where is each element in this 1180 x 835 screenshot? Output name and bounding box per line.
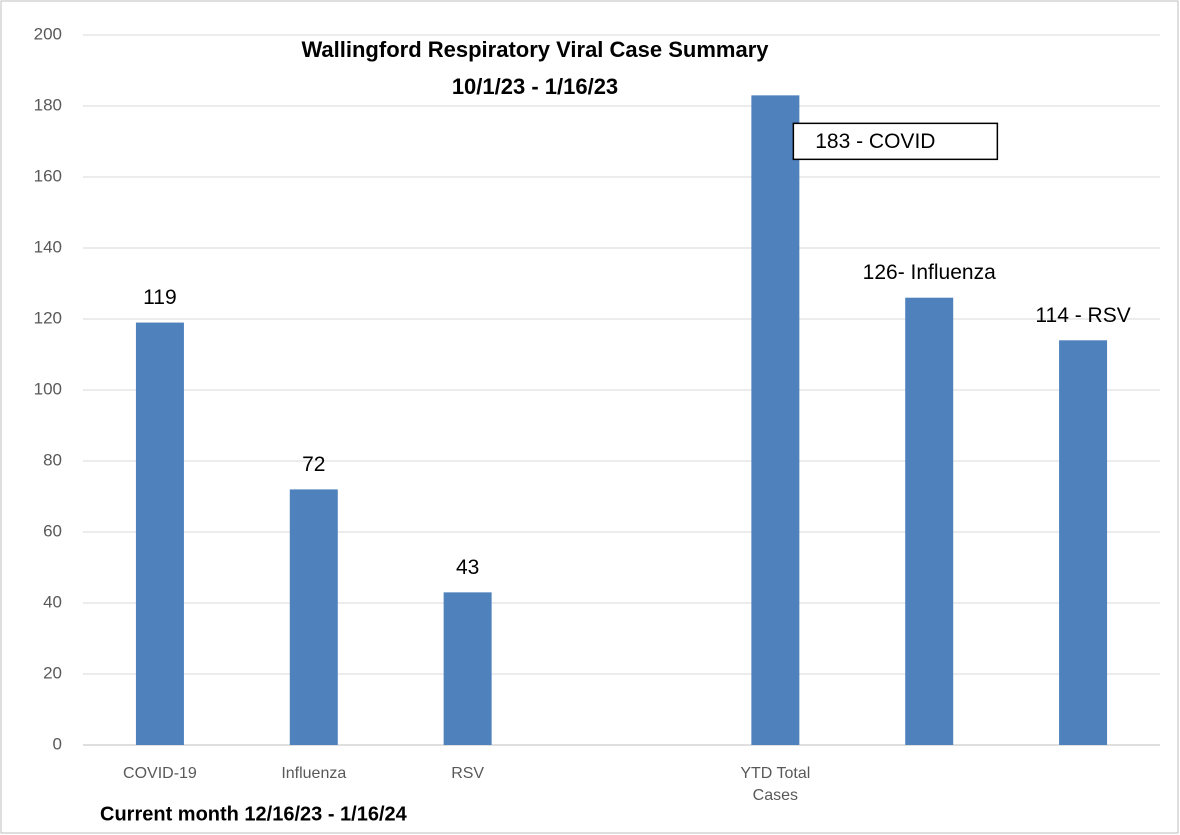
y-tick-label: 200 bbox=[34, 24, 62, 43]
y-tick-label: 80 bbox=[43, 450, 62, 469]
y-tick-label: 180 bbox=[34, 95, 62, 114]
chart-subtitle: 10/1/23 - 1/16/23 bbox=[452, 74, 618, 99]
chart-title: Wallingford Respiratory Viral Case Summa… bbox=[301, 37, 769, 62]
x-tick-label: YTD Total Cases bbox=[740, 765, 811, 804]
y-tick-label: 100 bbox=[34, 379, 62, 398]
y-tick-label: 40 bbox=[43, 592, 62, 611]
y-tick-label: 140 bbox=[34, 237, 62, 256]
x-tick-label: Influenza bbox=[281, 765, 347, 782]
y-tick-label: 160 bbox=[34, 166, 62, 185]
data-label: 114 - RSV bbox=[1035, 304, 1130, 327]
bar bbox=[289, 489, 338, 745]
x-tick-label: RSV bbox=[451, 765, 485, 782]
annotation: Current month 12/16/23 - 1/16/24 bbox=[100, 803, 408, 825]
data-label: 126- Influenza bbox=[863, 261, 996, 284]
y-tick-label: 60 bbox=[43, 521, 62, 540]
bar bbox=[135, 322, 184, 745]
data-label: 72 bbox=[302, 453, 325, 476]
y-tick-label: 120 bbox=[34, 308, 62, 327]
bar bbox=[443, 592, 492, 745]
label-box bbox=[792, 122, 999, 161]
y-tick-label: 0 bbox=[53, 734, 62, 753]
data-label: 183 - COVID bbox=[815, 130, 935, 153]
x-tick-label: COVID-19 bbox=[123, 765, 197, 782]
y-tick-label: 20 bbox=[43, 663, 62, 682]
bar bbox=[905, 297, 954, 745]
bar bbox=[751, 95, 800, 746]
data-label: 119 bbox=[143, 286, 176, 309]
data-label: 43 bbox=[456, 556, 479, 579]
bar bbox=[1059, 340, 1108, 745]
